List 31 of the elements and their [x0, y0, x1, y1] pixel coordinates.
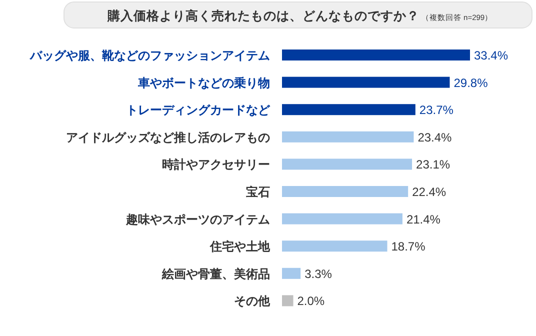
y-tick-label: その他 — [234, 294, 271, 308]
data-label: 18.7% — [391, 240, 426, 254]
data-label: 23.7% — [419, 103, 454, 118]
data-label: 21.4% — [406, 212, 441, 226]
data-label: 33.4% — [474, 48, 508, 62]
bar — [282, 50, 470, 60]
y-tick-label: トレーディングカードなど — [126, 103, 271, 118]
bar — [282, 76, 450, 88]
data-label: 3.3% — [304, 266, 332, 281]
bar — [282, 213, 402, 224]
y-tick-label: 趣味やスポーツのアイテム — [125, 212, 270, 226]
bar — [282, 295, 294, 306]
bar — [282, 104, 416, 116]
y-tick-label: 時計やアクセサリー — [162, 158, 270, 172]
data-label: 23.1% — [416, 158, 450, 172]
bar — [282, 240, 388, 252]
data-label: 2.0% — [297, 294, 325, 308]
data-label: 29.8% — [454, 76, 488, 90]
chart-title: 購入価格より高く売れたものは、どんなものですか？ — [106, 8, 420, 23]
y-tick-label: 住宅や土地 — [209, 240, 271, 254]
y-tick-label: バッグや服、靴などのファッションアイテム — [29, 48, 270, 62]
y-tick-label: 絵画や骨董、美術品 — [161, 266, 270, 281]
bar — [282, 268, 301, 279]
y-tick-label: 車やボートなどの乗り物 — [137, 76, 270, 90]
y-tick-label: 宝石 — [246, 185, 270, 199]
bar — [282, 158, 412, 170]
data-label: 22.4% — [412, 185, 446, 199]
data-label: 23.4% — [418, 130, 452, 144]
bar — [282, 131, 414, 142]
bar — [282, 186, 408, 197]
y-tick-label: アイドルグッズなど推し活のレアもの — [66, 130, 270, 144]
